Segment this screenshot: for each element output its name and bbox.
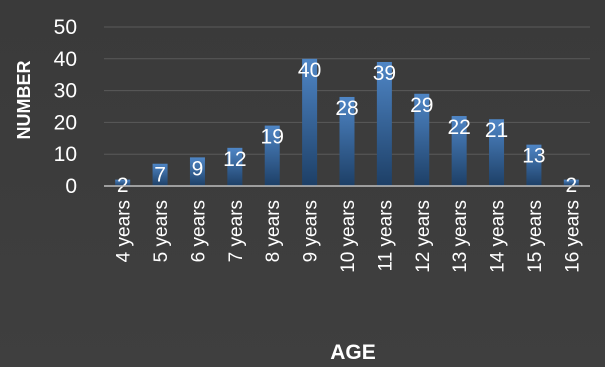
- bar: [227, 147, 243, 186]
- bars: [115, 58, 579, 187]
- bar: [489, 119, 505, 186]
- y-tick-label: 30: [54, 80, 77, 103]
- x-tick-label: 16 years: [562, 200, 583, 273]
- x-tick-label: 6 years: [188, 200, 209, 262]
- data-label: 12: [223, 148, 246, 171]
- y-tick-label: 20: [54, 111, 77, 134]
- y-tick-label: 50: [54, 16, 77, 39]
- x-tick-label: 11 years: [375, 200, 396, 271]
- bar: [563, 179, 579, 186]
- bar: [376, 61, 392, 187]
- y-tick-label: 0: [65, 175, 77, 198]
- x-tick-labels: 4 years 5 years 6 years 7 years 8 years 9 yea…: [114, 200, 584, 273]
- bar: [451, 116, 467, 186]
- data-label: 19: [261, 126, 284, 149]
- bar: [264, 125, 280, 186]
- x-tick-label: 13 years: [450, 200, 471, 273]
- data-label: 40: [298, 59, 321, 82]
- data-label: 22: [447, 116, 470, 139]
- x-tick-label: 14 years: [488, 200, 509, 273]
- y-tick-label: 40: [54, 48, 77, 71]
- x-tick-label: 8 years: [263, 200, 284, 262]
- x-tick-label: 5 years: [151, 200, 172, 262]
- x-tick-label: 7 years: [226, 200, 247, 262]
- x-tick-label: 10 years: [338, 200, 359, 273]
- bar: [189, 157, 205, 186]
- bar: [152, 163, 168, 186]
- x-tick-label: 9 years: [301, 200, 322, 262]
- data-label: 29: [410, 94, 433, 117]
- gridlines: [104, 26, 590, 155]
- bar: [414, 93, 430, 186]
- y-axis-title: NUMBER: [14, 61, 34, 140]
- data-label: 13: [522, 145, 545, 168]
- y-tick-labels: 0 10 20 30 40 50: [54, 16, 77, 198]
- x-tick-label: 12 years: [413, 200, 434, 273]
- x-tick-label: 15 years: [525, 200, 546, 273]
- data-label: 21: [485, 119, 508, 142]
- data-label: 39: [373, 62, 396, 85]
- bar: [115, 179, 131, 186]
- bar: [339, 96, 355, 186]
- bar: [526, 144, 542, 186]
- y-tick-label: 10: [54, 143, 77, 166]
- data-label: 28: [335, 97, 358, 120]
- data-label: 9: [192, 157, 204, 180]
- x-axis-title: AGE: [330, 341, 376, 364]
- bar: [302, 58, 318, 186]
- data-label: 7: [154, 164, 166, 187]
- x-tick-label: 4 years: [114, 200, 135, 262]
